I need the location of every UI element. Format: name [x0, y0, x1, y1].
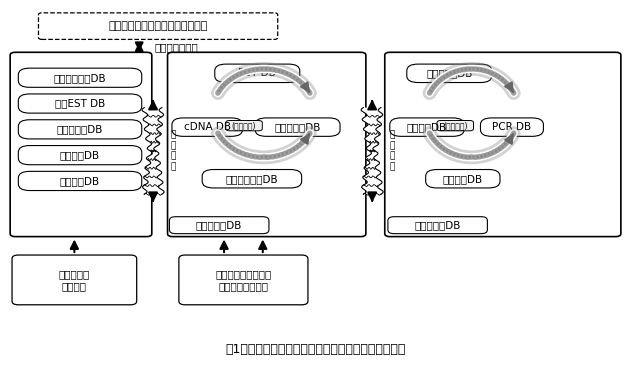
FancyBboxPatch shape — [18, 94, 142, 113]
Text: cDNA DB: cDNA DB — [184, 122, 231, 132]
FancyBboxPatch shape — [18, 145, 142, 165]
FancyBboxPatch shape — [10, 52, 152, 236]
Polygon shape — [142, 108, 164, 194]
FancyBboxPatch shape — [480, 118, 543, 136]
Text: 相
互
参
照: 相 互 参 照 — [171, 131, 176, 171]
Text: 公開データベース等へのアクセス: 公開データベース等へのアクセス — [109, 21, 208, 31]
Text: オントロジーDB: オントロジーDB — [54, 73, 107, 83]
FancyBboxPatch shape — [226, 121, 262, 131]
FancyBboxPatch shape — [12, 255, 137, 305]
FancyBboxPatch shape — [179, 255, 308, 305]
Text: マーカーDB: マーカーDB — [407, 122, 447, 132]
FancyBboxPatch shape — [172, 118, 242, 136]
Text: インターネット: インターネット — [155, 42, 199, 52]
Text: 解析支援用DB: 解析支援用DB — [415, 220, 461, 230]
Text: (関連づけ): (関連づけ) — [443, 121, 468, 130]
FancyBboxPatch shape — [437, 121, 473, 131]
FancyBboxPatch shape — [18, 171, 142, 191]
Text: プライマーDB: プライマーDB — [426, 68, 473, 78]
Text: 図1　果树ゲノム情報解析支援システムの機能関連図: 図1 果树ゲノム情報解析支援システムの機能関連図 — [225, 343, 406, 356]
FancyBboxPatch shape — [170, 217, 269, 234]
Text: ゲノム配列DB: ゲノム配列DB — [274, 122, 321, 132]
Text: 公開EST DB: 公開EST DB — [55, 98, 105, 108]
FancyBboxPatch shape — [385, 52, 621, 236]
FancyBboxPatch shape — [18, 68, 142, 87]
FancyBboxPatch shape — [255, 118, 340, 136]
Text: 配列の評価・クラス
タリングシステム: 配列の評価・クラス タリングシステム — [215, 269, 271, 291]
Text: 遷伝子型DB: 遷伝子型DB — [443, 174, 483, 184]
Text: EST DB: EST DB — [239, 68, 276, 78]
Text: 相
互
参
照: 相 互 参 照 — [390, 131, 395, 171]
Text: マイクロアレDB: マイクロアレDB — [226, 174, 278, 184]
Text: 関連情報DB: 関連情報DB — [60, 150, 100, 160]
Text: 相同性検索
システム: 相同性検索 システム — [59, 269, 90, 291]
FancyBboxPatch shape — [202, 169, 302, 188]
FancyBboxPatch shape — [215, 64, 300, 83]
Polygon shape — [361, 108, 383, 194]
FancyBboxPatch shape — [426, 169, 500, 188]
Text: PCR DB: PCR DB — [492, 122, 531, 132]
FancyBboxPatch shape — [390, 118, 464, 136]
Text: 独自解析用DB: 独自解析用DB — [196, 220, 242, 230]
FancyBboxPatch shape — [38, 13, 278, 39]
Text: (関連づけ): (関連づけ) — [232, 121, 256, 130]
FancyBboxPatch shape — [388, 217, 487, 234]
FancyBboxPatch shape — [168, 52, 366, 236]
FancyBboxPatch shape — [18, 120, 142, 139]
FancyBboxPatch shape — [407, 64, 492, 83]
Text: 公開ゲノムDB: 公開ゲノムDB — [57, 124, 103, 134]
Text: 公開情報DB: 公開情報DB — [60, 176, 100, 186]
